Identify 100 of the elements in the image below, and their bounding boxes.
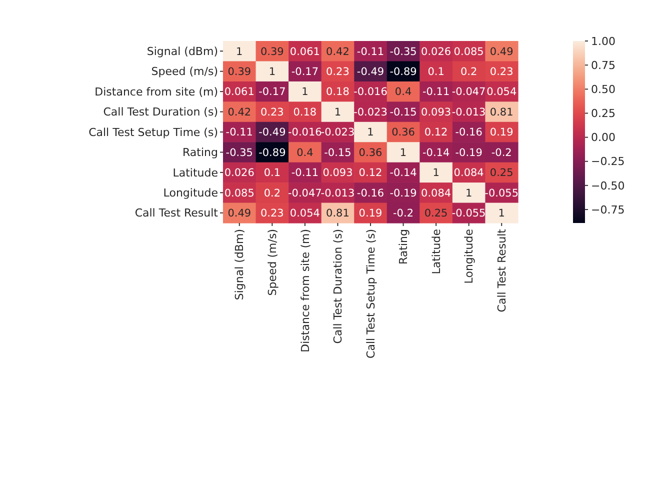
y-tick-label: Speed (m/s) — [151, 65, 218, 78]
data-label: 0.2 — [460, 66, 478, 78]
data-label: 0.19 — [490, 126, 514, 139]
color-bar-label: 1.00 — [591, 34, 616, 48]
data-label: -0.047 — [288, 187, 322, 200]
data-label: 0.12 — [424, 126, 448, 139]
data-label: -0.023 — [354, 106, 388, 118]
data-label: -0.89 — [258, 146, 286, 159]
data-label: -0.35 — [226, 146, 253, 159]
data-label: 1 — [432, 167, 440, 180]
data-label: -0.49 — [258, 126, 286, 139]
y-tick-label: Latitude — [172, 166, 218, 180]
data-label: 0.093 — [322, 167, 353, 180]
x-tick-label: Call Test Result — [495, 228, 508, 312]
color-bar-label: 0.75 — [591, 58, 616, 72]
data-label: 0.49 — [228, 208, 252, 220]
data-label: -0.016 — [288, 126, 322, 139]
data-label: -0.17 — [258, 86, 286, 98]
data-label: 0.42 — [228, 106, 252, 118]
data-label: -0.11 — [422, 86, 450, 98]
data-label: 0.18 — [326, 86, 350, 98]
data-label: 0.18 — [293, 106, 317, 118]
data-label: -0.11 — [291, 167, 319, 180]
data-label: 0.1 — [428, 66, 444, 78]
data-label: -0.19 — [455, 146, 482, 159]
data-label: 1 — [268, 66, 276, 78]
data-label: 0.81 — [326, 208, 350, 220]
color-bar-label: 0.50 — [591, 83, 616, 96]
x-tick-label: Call Test Setup Time (s) — [364, 229, 378, 358]
data-label: -0.055 — [484, 187, 519, 200]
data-label: 0.36 — [358, 146, 383, 159]
data-label: 0.026 — [224, 167, 255, 180]
data-label: -0.14 — [390, 167, 418, 180]
data-label: 0.085 — [454, 46, 484, 58]
data-label: 0.23 — [260, 106, 284, 118]
x-tick-label: Latitude — [430, 228, 443, 274]
color-bar-label: 0.00 — [591, 131, 616, 144]
data-label: -0.2 — [393, 208, 414, 220]
data-label: 0.061 — [224, 86, 254, 98]
color-bar-label: 0.25 — [591, 107, 616, 120]
data-label: -0.16 — [455, 126, 483, 139]
data-label: 0.42 — [326, 46, 350, 58]
data-label: 1 — [367, 126, 374, 139]
data-label: 0.25 — [424, 208, 448, 220]
data-label: 0.39 — [228, 66, 252, 78]
y-tick-label: Distance from site (m) — [94, 85, 218, 98]
x-tick-label: Speed (m/s) — [266, 229, 280, 296]
data-label: -0.016 — [354, 86, 388, 98]
data-label: -0.15 — [390, 106, 417, 118]
data-label: 0.12 — [358, 167, 382, 180]
data-label: 0.23 — [490, 66, 514, 78]
data-label: 1 — [302, 86, 308, 98]
data-label: 0.054 — [290, 208, 320, 220]
data-label: 0.085 — [224, 187, 254, 200]
data-label: -0.35 — [390, 46, 417, 58]
y-tick-label: Call Test Setup Time (s) — [88, 126, 218, 139]
data-label: 0.36 — [392, 126, 416, 139]
data-label: 0.061 — [290, 46, 320, 58]
data-label: 0.026 — [421, 46, 452, 58]
data-label: 0.4 — [296, 146, 314, 159]
data-label: 0.23 — [326, 66, 350, 78]
data-label: -0.013 — [320, 187, 355, 200]
data-label: 0.23 — [260, 208, 284, 220]
data-label: -0.055 — [452, 208, 486, 220]
data-label: -0.89 — [390, 66, 417, 78]
color-bar-label: −0.50 — [591, 179, 625, 192]
data-label: -0.14 — [422, 146, 450, 159]
data-label: 1 — [334, 106, 342, 118]
data-label: -0.15 — [324, 146, 352, 159]
data-label: 0.2 — [264, 187, 281, 200]
data-label: 0.054 — [486, 86, 517, 98]
data-label: -0.17 — [291, 66, 319, 78]
y-tick-label: Longitude — [163, 186, 218, 200]
data-label: 0.49 — [490, 46, 514, 58]
data-label: 0.084 — [421, 187, 452, 200]
data-label: 0.25 — [490, 167, 514, 180]
data-label: 1 — [498, 208, 505, 220]
data-label: 0.81 — [490, 106, 514, 118]
data-label: -0.49 — [356, 66, 384, 78]
x-tick-label: Call Test Duration (s) — [332, 229, 345, 344]
color-bar-label: −0.75 — [591, 203, 625, 216]
data-label: 0.19 — [358, 208, 382, 220]
x-tick-label: Longitude — [462, 228, 476, 284]
data-label: 1 — [465, 187, 472, 200]
data-label: -0.19 — [390, 187, 417, 200]
data-label: 0.4 — [394, 86, 412, 98]
color-bar-label: −0.25 — [591, 155, 625, 168]
data-label: -0.047 — [452, 86, 486, 98]
data-label: 0.084 — [454, 167, 484, 180]
data-label: -0.11 — [226, 126, 253, 139]
y-tick-label: Call Test Result — [134, 206, 219, 220]
data-label: 1 — [400, 146, 407, 159]
data-label: -0.023 — [320, 126, 355, 139]
data-label: 0.093 — [421, 106, 452, 118]
data-label: -0.013 — [452, 106, 486, 118]
data-label: 0.39 — [260, 46, 284, 58]
data-label: 1 — [236, 46, 243, 58]
data-label: -0.16 — [356, 187, 384, 200]
x-tick-label: Distance from site (m) — [298, 229, 312, 352]
y-tick-label: Signal (dBm) — [146, 44, 218, 58]
